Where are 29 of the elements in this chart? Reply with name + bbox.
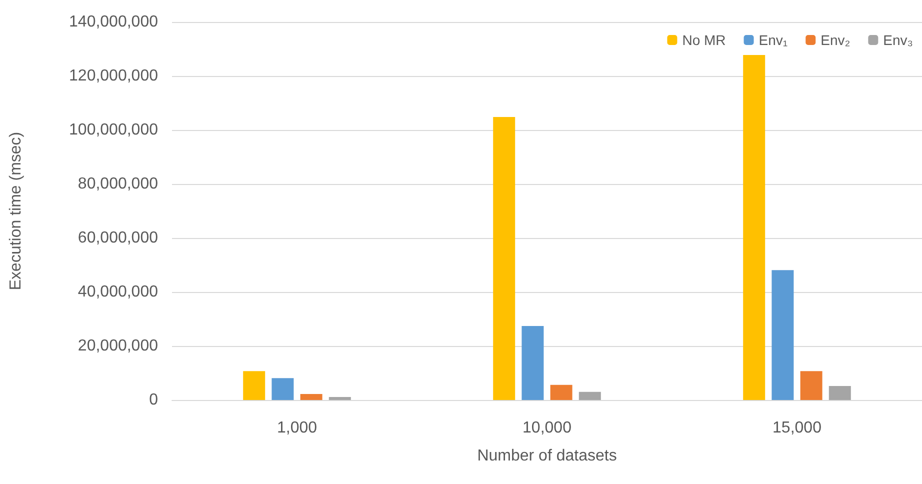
x-tick-label: 15,000 [772, 420, 822, 436]
bar [522, 326, 544, 400]
legend-label: No MR [682, 32, 726, 48]
bar [828, 386, 851, 400]
x-tick-label: 10,000 [522, 420, 572, 436]
y-tick-label: 120,000,000 [69, 68, 158, 84]
legend-label: Env₃ [883, 32, 914, 48]
y-tick-label: 20,000,000 [78, 338, 158, 354]
bar [272, 378, 294, 400]
legend-label: Env₁ [758, 32, 788, 48]
y-tick-label: 0 [149, 392, 158, 408]
y-tick-label: 40,000,000 [78, 284, 158, 300]
bar [800, 371, 822, 400]
y-tick-label: 80,000,000 [78, 176, 158, 192]
bar [772, 270, 794, 400]
y-axis-title: Execution time (msec) [8, 132, 24, 290]
x-axis-title: Number of datasets [477, 448, 617, 464]
bar [578, 392, 601, 400]
bar [743, 54, 766, 400]
bar [493, 117, 516, 400]
legend-label: Env₂ [820, 32, 850, 48]
bar [328, 397, 351, 400]
y-tick-label: 100,000,000 [69, 122, 158, 138]
y-tick-label: 140,000,000 [69, 14, 158, 30]
bar [243, 371, 266, 400]
x-tick-label: 1,000 [276, 420, 318, 436]
y-tick-label: 60,000,000 [78, 230, 158, 246]
bar [550, 384, 572, 400]
bar [300, 394, 322, 400]
